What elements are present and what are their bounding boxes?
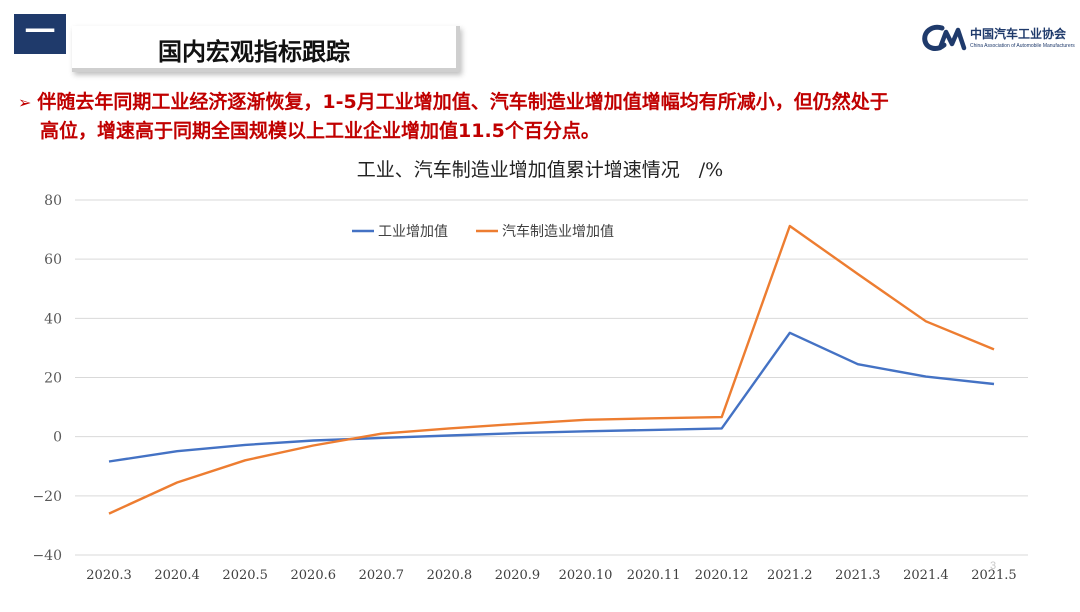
x-tick-label: 2021.2 <box>767 568 813 583</box>
bullet-text-2: 高位，增速高于同期全国规模以上工业企业增加值11.5个百分点。 <box>40 120 600 142</box>
y-tick-label: −20 <box>32 489 62 505</box>
x-tick-label: 2020.6 <box>291 568 337 583</box>
page-title: 国内宏观指标跟踪 <box>158 38 350 66</box>
x-tick-label: 2020.5 <box>222 568 268 583</box>
x-tick-label: 2020.11 <box>627 568 681 583</box>
x-tick-label: 2020.9 <box>495 568 541 583</box>
legend-label-1: 工业增加值 <box>378 224 448 240</box>
chart-area: 工业、汽车制造业增加值累计增速情况 /% 80 60 40 20 0 −20 −40 2020.… <box>0 150 1080 608</box>
x-tick-label: 2020.8 <box>427 568 473 583</box>
logo-name-en: China Association of Automobile Manufact… <box>970 43 1075 49</box>
series-line-2 <box>108 224 995 515</box>
y-tick-label: 60 <box>44 252 62 268</box>
y-tick-label: 40 <box>44 311 62 327</box>
x-tick-label: 2021.4 <box>903 568 949 583</box>
section-number-badge: 一 <box>14 14 66 54</box>
legend-label-2: 汽车制造业增加值 <box>502 223 614 240</box>
y-tick-label: 80 <box>44 193 62 209</box>
line-chart: 工业、汽车制造业增加值累计增速情况 /% 80 60 40 20 0 −20 −40 2020.… <box>32 159 1028 583</box>
y-tick-label: −40 <box>32 548 62 564</box>
x-tick-label: 2021.5 <box>971 568 1017 583</box>
bullet-text-1: 伴随去年同期工业经济逐渐恢复，1-5月工业增加值、汽车制造业增加值增幅均有所减小… <box>37 91 889 113</box>
logo-name-cn: 中国汽车工业协会 <box>970 27 1067 41</box>
y-tick-label: 20 <box>44 371 62 387</box>
caam-logo: 中国汽车工业协会 China Association of Automobile… <box>922 22 1075 56</box>
series-line-1 <box>108 331 995 463</box>
bullet-line-1: ➢ 伴随去年同期工业经济逐渐恢复，1-5月工业增加值、汽车制造业增加值增幅均有所减… <box>18 88 1068 117</box>
page-number: 3 <box>990 560 997 572</box>
arrow-bullet-icon: ➢ <box>18 93 32 112</box>
x-tick-label: 2021.3 <box>835 568 881 583</box>
x-tick-label: 2020.7 <box>359 568 405 583</box>
x-tick-label: 2020.4 <box>154 568 200 583</box>
x-tick-label: 2020.12 <box>695 568 749 583</box>
summary-bullet: ➢ 伴随去年同期工业经济逐渐恢复，1-5月工业增加值、汽车制造业增加值增幅均有所减… <box>18 88 1068 146</box>
y-tick-label: 0 <box>53 430 62 446</box>
caam-logo-icon <box>922 24 967 51</box>
chart-title: 工业、汽车制造业增加值累计增速情况 /% <box>357 159 723 181</box>
x-tick-label: 2020.3 <box>86 568 132 583</box>
x-tick-label: 2020.10 <box>559 568 613 583</box>
page-title-bar: 国内宏观指标跟踪 <box>72 26 460 72</box>
